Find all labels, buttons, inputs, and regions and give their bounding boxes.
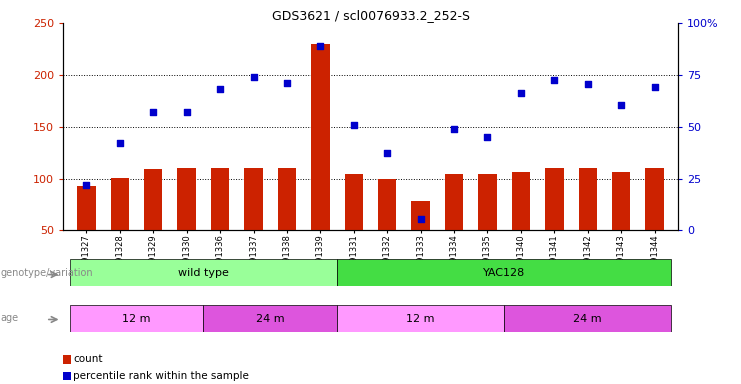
- Text: 24 m: 24 m: [574, 314, 602, 324]
- Point: [648, 84, 660, 90]
- Bar: [645, 168, 664, 230]
- Point: [348, 122, 359, 128]
- Bar: [245, 168, 263, 230]
- Text: 24 m: 24 m: [256, 314, 285, 324]
- Bar: [203, 305, 337, 332]
- Bar: [211, 168, 229, 230]
- Bar: [445, 174, 463, 230]
- Bar: [110, 177, 129, 230]
- Point: [181, 109, 193, 115]
- Bar: [337, 305, 504, 332]
- Bar: [77, 186, 96, 230]
- Point: [147, 109, 159, 115]
- Point: [214, 86, 226, 93]
- Text: YAC128: YAC128: [483, 268, 525, 278]
- Point: [515, 89, 527, 96]
- Bar: [504, 305, 671, 332]
- Point: [382, 149, 393, 156]
- Text: genotype/variation: genotype/variation: [1, 268, 93, 278]
- Text: wild type: wild type: [178, 268, 229, 278]
- Bar: [512, 172, 530, 230]
- Point: [548, 77, 560, 83]
- Point: [247, 74, 259, 80]
- Point: [448, 126, 460, 132]
- Bar: [411, 201, 430, 230]
- Point: [482, 134, 494, 140]
- Text: 12 m: 12 m: [406, 314, 435, 324]
- Point: [415, 216, 427, 222]
- Bar: [579, 168, 597, 230]
- Bar: [345, 174, 363, 230]
- Bar: [311, 44, 330, 230]
- Point: [281, 80, 293, 86]
- Bar: [70, 305, 203, 332]
- Bar: [378, 179, 396, 230]
- Bar: [177, 168, 196, 230]
- Text: age: age: [1, 313, 19, 323]
- Bar: [612, 172, 631, 230]
- Bar: [545, 168, 564, 230]
- Point: [582, 81, 594, 87]
- Bar: [478, 174, 496, 230]
- Point: [81, 182, 93, 188]
- Point: [114, 140, 126, 146]
- Bar: [144, 169, 162, 230]
- Text: percentile rank within the sample: percentile rank within the sample: [73, 371, 249, 381]
- Title: GDS3621 / scl0076933.2_252-S: GDS3621 / scl0076933.2_252-S: [271, 9, 470, 22]
- Bar: [70, 259, 337, 286]
- Bar: [337, 259, 671, 286]
- Point: [314, 43, 326, 49]
- Point: [615, 102, 627, 108]
- Bar: [278, 168, 296, 230]
- Text: count: count: [73, 354, 103, 364]
- Text: 12 m: 12 m: [122, 314, 150, 324]
